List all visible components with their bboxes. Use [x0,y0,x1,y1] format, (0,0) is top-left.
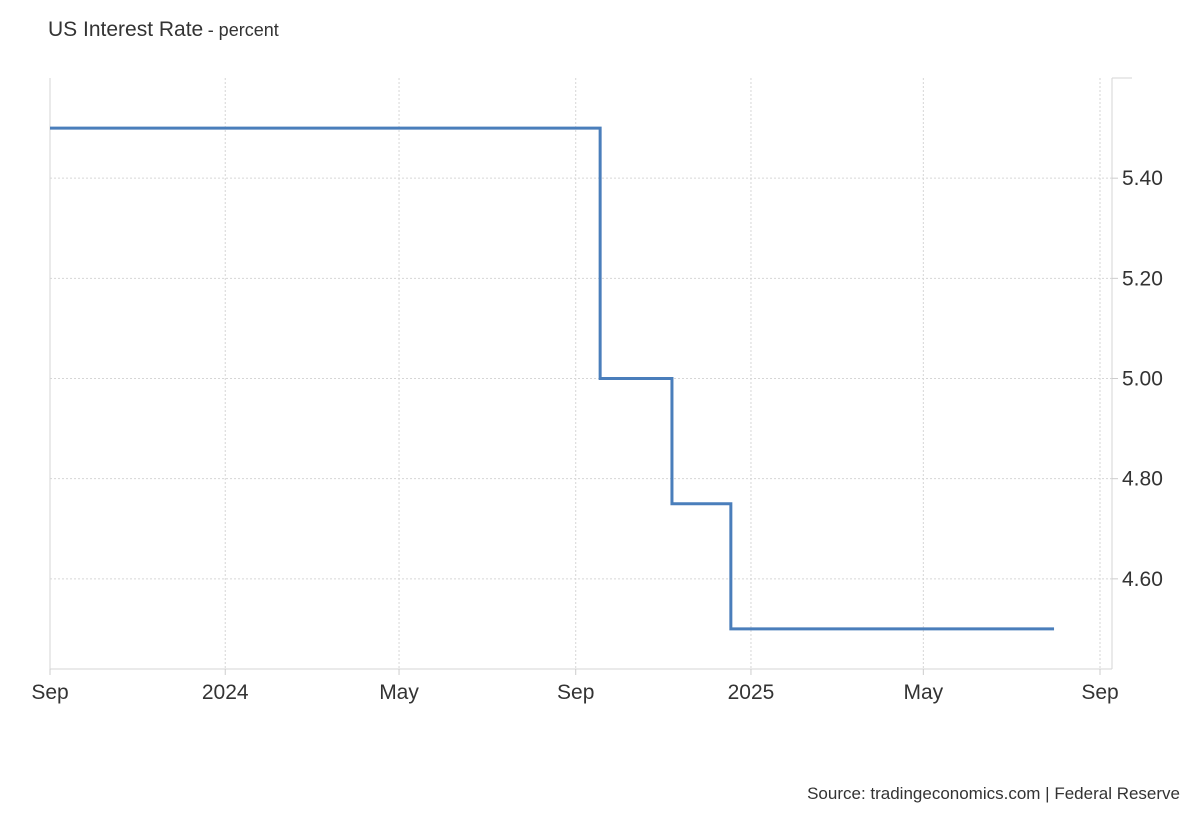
grid-layer [49,78,1112,669]
chart-title: US Interest Rate [48,18,204,41]
x-tick-label: Sep [1081,681,1118,704]
x-tick-label: Sep [31,681,68,704]
x-tick-label: May [903,681,943,704]
y-tick-label: 4.60 [1122,568,1163,591]
chart-subtitle: - percent [207,20,279,40]
chart-title-group: US Interest Rate - percent [48,18,279,42]
x-tick-label: Sep [557,681,594,704]
x-tick-label: 2025 [728,681,775,704]
y-tick-label: 4.80 [1122,468,1163,491]
axis-layer [49,77,1132,675]
interest-rate-chart: Sep 2024 May Sep 2025 May Sep 4.60 4.80 5.00 5.20 5… [31,77,1163,704]
y-tick-label: 5.40 [1122,167,1163,190]
x-tick-label: May [379,681,419,704]
interest-rate-series-line [50,126,1055,631]
y-tick-label: 5.20 [1122,267,1163,290]
x-tick-label: 2024 [202,681,249,704]
source-attribution: Source: tradingeconomics.com | Federal R… [807,784,1180,803]
y-tick-label: 5.00 [1122,368,1163,391]
tick-label-layer: Sep 2024 May Sep 2025 May Sep 4.60 4.80 5.00 5.20 5… [31,167,1163,704]
series-layer [49,126,1055,631]
